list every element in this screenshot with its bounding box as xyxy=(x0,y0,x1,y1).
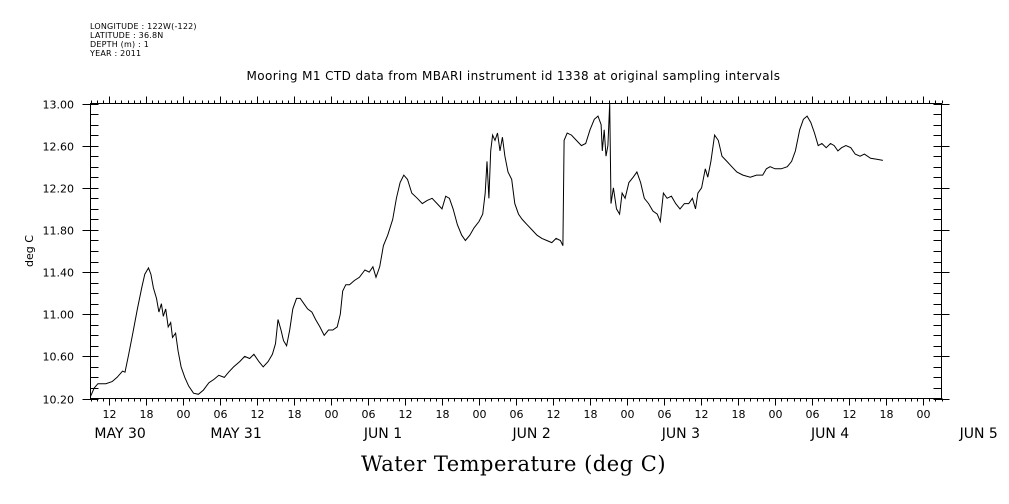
year-text: YEAR : 2011 xyxy=(90,49,142,58)
plot-frame xyxy=(90,103,942,399)
y-tick-label: 10.60 xyxy=(43,351,75,364)
y-axis-label: deg C xyxy=(23,235,36,267)
y-tick-label: 12.20 xyxy=(43,183,75,196)
x-hour-label: 00 xyxy=(325,408,339,421)
x-hour-label: 00 xyxy=(177,408,191,421)
latitude-text: LATITUDE : 36.8N xyxy=(90,31,164,40)
x-date-label: JUN 3 xyxy=(661,426,700,442)
x-hour-label: 12 xyxy=(547,408,561,421)
x-hour-label: 18 xyxy=(288,408,302,421)
depth-text: DEPTH (m) : 1 xyxy=(90,40,149,49)
x-hour-label: 12 xyxy=(843,408,857,421)
x-hour-label: 06 xyxy=(806,408,820,421)
y-tick-label: 12.60 xyxy=(43,141,75,154)
x-axis-title: Water Temperature (deg C) xyxy=(360,452,667,476)
x-hour-label: 18 xyxy=(436,408,450,421)
x-date-label: MAY 31 xyxy=(210,426,261,442)
x-hour-label: 06 xyxy=(214,408,228,421)
x-hour-label: 06 xyxy=(510,408,524,421)
y-tick-label: 11.40 xyxy=(43,267,75,280)
x-hour-label: 00 xyxy=(621,408,635,421)
x-hour-label: 06 xyxy=(362,408,376,421)
x-hour-label: 18 xyxy=(880,408,894,421)
y-axis: 10.20 10.60 11.00 11.40 11.80 12.20 12.60 13.00 xyxy=(43,99,950,407)
x-hour-label: 18 xyxy=(140,408,154,421)
x-hour-label: 00 xyxy=(769,408,783,421)
y-tick-label: 13.00 xyxy=(43,99,75,112)
x-hour-label: 00 xyxy=(473,408,487,421)
x-hour-label: 18 xyxy=(732,408,746,421)
x-date-label: JUN 1 xyxy=(363,426,402,442)
x-date-label: JUN 2 xyxy=(512,426,551,442)
x-hour-label: 12 xyxy=(695,408,709,421)
x-hour-label: 00 xyxy=(917,408,931,421)
x-date-label: JUN 5 xyxy=(959,426,998,442)
minor-ticks xyxy=(91,100,943,402)
y-tick-label: 11.80 xyxy=(43,225,75,238)
x-hour-label: 06 xyxy=(658,408,672,421)
longitude-text: LONGITUDE : 122W(-122) xyxy=(90,22,197,31)
x-hour-label: 18 xyxy=(584,408,598,421)
x-hour-label: 12 xyxy=(103,408,117,421)
x-date-label: MAY 30 xyxy=(94,426,145,442)
x-date-label: JUN 4 xyxy=(810,426,849,442)
chart-title: Mooring M1 CTD data from MBARI instrumen… xyxy=(246,69,781,83)
y-tick-label: 10.20 xyxy=(43,394,75,407)
metadata-block: LONGITUDE : 122W(-122) LATITUDE : 36.8N … xyxy=(90,22,197,58)
series-line xyxy=(90,103,883,397)
x-hour-label: 12 xyxy=(251,408,265,421)
x-hour-label: 12 xyxy=(399,408,413,421)
x-axis: 12 18 00 06 12 18 00 06 12 18 00 06 12 18 00 06 12 18 00 06… xyxy=(94,96,998,442)
y-tick-label: 11.00 xyxy=(43,309,75,322)
